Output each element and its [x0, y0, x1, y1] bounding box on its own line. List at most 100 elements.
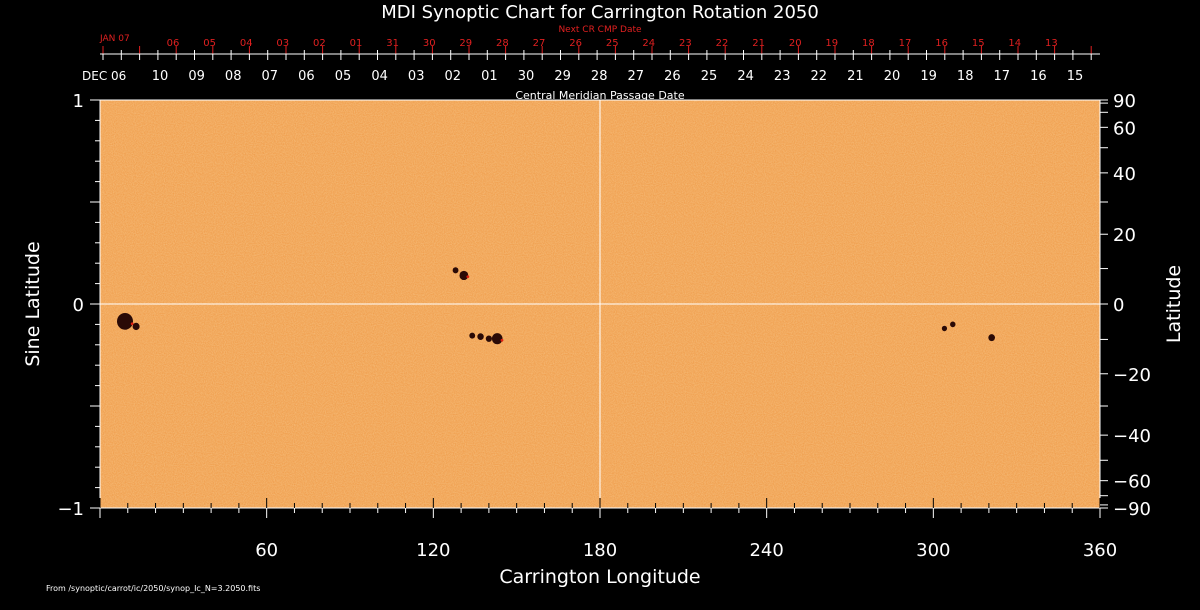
cmp-date-23: 18: [957, 69, 974, 84]
cmp-date-26: 15: [1067, 69, 1084, 84]
chart-title: MDI Synoptic Chart for Carrington Rotati…: [381, 2, 819, 23]
next-cr-date-20: 18: [862, 38, 875, 49]
x-axis-tick-labels: 60 120 180 240 300 360: [255, 540, 1117, 561]
cmp-axis-label: Central Meridian Passage Date: [515, 89, 684, 102]
y-right-axis-ticks: [1100, 99, 1108, 509]
sunspot-1-fleck: [130, 322, 134, 326]
sunspot-8: [485, 335, 492, 342]
next-cr-date-3: 04: [240, 38, 253, 49]
next-cr-date-16: 22: [716, 38, 729, 49]
y-left-tick-label-0: 1: [73, 91, 84, 112]
y-right-tick-label-2: 40: [1113, 164, 1136, 185]
x-axis-ticks: [99, 498, 1101, 518]
y-right-tick-label-1: 60: [1113, 118, 1136, 139]
next-cr-date-13: 25: [606, 38, 619, 49]
next-cr-date-2: 05: [203, 38, 216, 49]
cmp-date-16: 25: [701, 69, 718, 84]
next-cr-date-14: 24: [642, 38, 655, 49]
y-left-axis-label: Sine Latitude: [22, 241, 44, 366]
next-cr-date-17: 21: [752, 38, 765, 49]
y-left-tick-label-1: 0: [73, 295, 84, 316]
next-cr-date-15: 23: [679, 38, 692, 49]
cmp-date-labels: 10 09 08 07 06 05 04 03 02 01 30 29 28 27 26 25 24 23 22 21…: [152, 69, 1084, 84]
cmp-date-2: 09: [188, 69, 205, 84]
cmp-date-19: 22: [811, 69, 828, 84]
next-cr-date-23: 15: [972, 38, 985, 49]
next-cr-date-11: 27: [533, 38, 546, 49]
cmp-date-10: 01: [481, 69, 498, 84]
sunspot-2: [132, 322, 140, 331]
y-right-tick-label-7: −60: [1113, 472, 1151, 493]
y-right-tick-label-6: −40: [1113, 426, 1151, 447]
next-cr-date-7: 31: [386, 38, 399, 49]
sunspots: [117, 267, 995, 345]
cmp-date-24: 17: [994, 69, 1011, 84]
x-tick-label-240: 240: [749, 540, 783, 561]
source-file-note: From /synoptic/carrot/ic/2050/synop_Ic_N…: [46, 584, 261, 593]
sunspot-3: [459, 270, 469, 281]
x-axis-label: Carrington Longitude: [499, 566, 700, 588]
next-cr-start-label: JAN 07: [99, 34, 130, 44]
cmp-date-15: 26: [664, 69, 681, 84]
cmp-date-14: 27: [628, 69, 645, 84]
sunspot-11: [941, 325, 948, 332]
x-tick-label-300: 300: [916, 540, 950, 561]
y-left-axis-tick-labels: 1 0 −1: [57, 91, 84, 520]
cmp-date-12: 29: [554, 69, 571, 84]
next-cr-date-19: 19: [825, 38, 838, 49]
next-cr-date-labels: 06 05 04 03 02 01 31 30 29 28 27 26 25 24 23 22 21 20 19 18…: [167, 38, 1058, 49]
x-tick-label-360: 360: [1083, 540, 1117, 561]
y-left-axis-ticks: [90, 99, 100, 509]
sunspot-10: [950, 321, 956, 328]
cmp-date-1: 10: [152, 69, 169, 84]
cmp-date-17: 24: [737, 69, 754, 84]
next-cr-date-1: 06: [167, 38, 180, 49]
cmp-date-3: 08: [225, 69, 242, 84]
y-right-tick-label-4: 0: [1113, 295, 1124, 316]
cmp-date-11: 30: [518, 69, 535, 84]
next-cr-date-12: 26: [569, 38, 582, 49]
sunspot-6: [477, 333, 484, 341]
cmp-date-9: 02: [445, 69, 462, 84]
cmp-date-21: 20: [884, 69, 901, 84]
next-cr-date-18: 20: [789, 38, 802, 49]
sunspot-5: [491, 333, 503, 345]
next-cr-date-22: 16: [935, 38, 948, 49]
y-right-axis-label: Latitude: [1163, 265, 1185, 343]
sunspot-7: [469, 332, 476, 339]
cmp-date-20: 21: [847, 69, 864, 84]
sunspot-4: [452, 267, 459, 274]
next-cr-date-24: 14: [1008, 38, 1021, 49]
next-cr-date-4: 03: [276, 38, 289, 49]
sunspot-1: [117, 312, 133, 330]
next-cr-date-10: 28: [496, 38, 509, 49]
y-right-tick-label-8: −90: [1113, 499, 1151, 520]
x-tick-label-120: 120: [416, 540, 450, 561]
next-cr-axis-label: Next CR CMP Date: [558, 25, 642, 35]
next-cr-date-8: 30: [423, 38, 436, 49]
cmp-start-label: DEC 06: [82, 69, 126, 83]
cmp-date-25: 16: [1030, 69, 1047, 84]
cmp-date-5: 06: [298, 69, 315, 84]
sunspot-3-fleck: [466, 275, 470, 279]
next-cr-date-5: 02: [313, 38, 326, 49]
cmp-date-22: 19: [920, 69, 937, 84]
cmp-date-6: 05: [335, 69, 352, 84]
x-tick-label-180: 180: [583, 540, 617, 561]
next-cr-ticks: [102, 46, 1092, 60]
sunspot-9: [988, 334, 995, 342]
cmp-date-8: 03: [408, 69, 425, 84]
y-right-tick-label-3: 20: [1113, 225, 1136, 246]
cmp-date-18: 23: [774, 69, 791, 84]
y-right-tick-label-5: −20: [1113, 365, 1151, 386]
next-cr-date-25: 13: [1045, 38, 1058, 49]
y-right-tick-label-0: 90: [1113, 91, 1136, 112]
cmp-date-4: 07: [262, 69, 279, 84]
y-right-axis-tick-labels: 90 60 40 20 0 −20 −40 −60 −90: [1113, 91, 1151, 520]
cmp-date-13: 28: [591, 69, 608, 84]
next-cr-date-21: 17: [899, 38, 912, 49]
sunspot-5-fleck: [500, 338, 504, 342]
next-cr-date-9: 29: [459, 38, 472, 49]
cmp-date-7: 04: [371, 69, 388, 84]
